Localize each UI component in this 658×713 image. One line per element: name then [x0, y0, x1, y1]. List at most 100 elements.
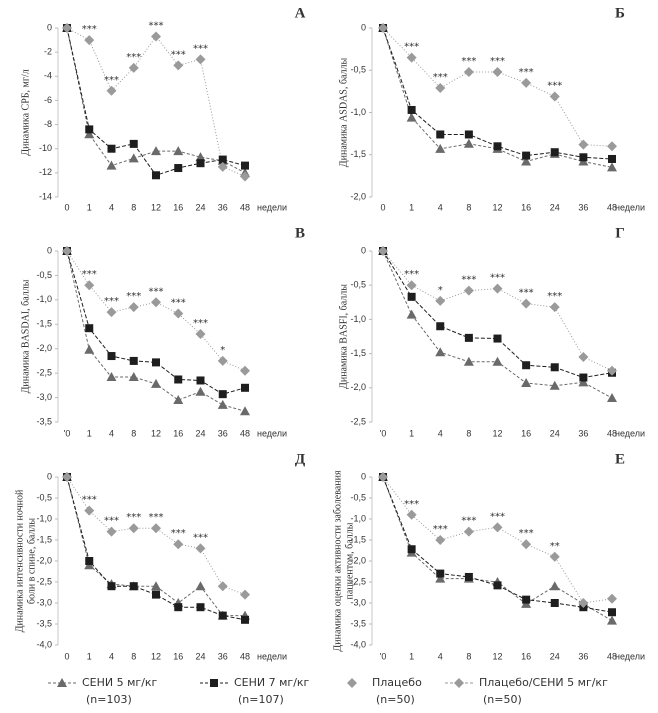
marker — [84, 35, 95, 46]
marker — [151, 523, 161, 534]
marker — [406, 112, 417, 122]
marker — [493, 581, 502, 590]
y-tick-label: 0 — [361, 245, 366, 255]
y-tick-label: -2,5 — [350, 576, 366, 586]
marker — [607, 141, 617, 152]
marker — [173, 308, 184, 319]
marker — [173, 60, 184, 71]
y-tick-label: -14 — [39, 191, 52, 201]
marker — [406, 309, 417, 319]
x-tick-label: 16 — [173, 202, 183, 212]
y-tick-label: 0 — [361, 22, 366, 32]
series-line — [66, 476, 245, 617]
marker — [493, 142, 502, 151]
marker — [378, 246, 388, 256]
x-tick-label: 1 — [87, 651, 92, 661]
y-axis-label: Динамика BASDAI, баллы — [20, 279, 31, 393]
marker — [463, 356, 474, 366]
marker — [210, 679, 218, 687]
marker — [406, 509, 417, 520]
significance: *** — [82, 24, 97, 35]
marker — [240, 171, 250, 182]
significance: *** — [104, 516, 119, 527]
marker — [435, 295, 446, 306]
marker — [492, 283, 503, 294]
marker — [521, 298, 532, 309]
x-tick-label: 0 — [64, 202, 69, 212]
significance: *** — [193, 318, 208, 329]
x-tick-label: 16 — [173, 651, 183, 661]
x-tick-label: 12 — [492, 651, 502, 661]
x-tick-label: 4 — [438, 202, 443, 212]
y-tick-label: -2,0 — [36, 555, 52, 565]
marker — [463, 526, 474, 537]
series-line — [382, 27, 613, 168]
significance: *** — [547, 80, 562, 91]
y-tick-label: -1,5 — [350, 149, 366, 159]
series-line — [382, 250, 613, 379]
significance: *** — [490, 273, 505, 284]
x-axis-label: недели — [615, 202, 645, 212]
panel-title: В — [295, 225, 305, 241]
y-tick-label: -3,5 — [350, 618, 366, 628]
series-line — [66, 476, 246, 621]
marker — [550, 363, 559, 372]
marker — [378, 23, 388, 33]
significance: *** — [171, 49, 186, 60]
marker — [407, 545, 416, 554]
marker — [549, 551, 560, 562]
x-tick-label: 12 — [492, 202, 502, 212]
marker — [454, 678, 464, 688]
significance: * — [220, 345, 225, 356]
significance: *** — [82, 495, 97, 506]
marker — [549, 380, 560, 390]
marker — [62, 23, 72, 33]
marker — [578, 352, 589, 363]
marker — [84, 344, 95, 354]
x-tick-label: 48 — [240, 202, 250, 212]
x-tick-label: '0 — [64, 428, 71, 438]
x-tick-label: 16 — [521, 651, 531, 661]
marker — [174, 603, 183, 612]
legend-label: СЕНИ 7 мг/кг — [234, 676, 310, 689]
marker — [195, 543, 206, 554]
marker — [217, 399, 228, 409]
marker — [218, 611, 227, 620]
x-tick-label: 8 — [466, 651, 471, 661]
x-tick-label: 0 — [64, 651, 69, 661]
y-tick-label: -1,5 — [350, 534, 366, 544]
y-tick-label: -2 — [44, 47, 52, 57]
marker — [196, 376, 205, 385]
y-axis-label: боли в спине, баллы — [26, 518, 37, 605]
y-axis-label: Динамика оценки активности заболевания — [332, 470, 343, 652]
marker — [128, 153, 139, 163]
y-tick-label: -3,0 — [36, 392, 52, 402]
marker — [107, 582, 116, 591]
marker — [106, 85, 117, 96]
marker — [151, 378, 161, 388]
marker — [218, 155, 227, 164]
marker — [240, 365, 250, 376]
marker — [129, 356, 138, 365]
x-tick-label: 1 — [87, 428, 92, 438]
significance: *** — [490, 511, 505, 522]
marker — [84, 280, 95, 291]
y-tick-label: -10 — [39, 143, 52, 153]
legend-n: (n=107) — [238, 693, 284, 706]
marker — [196, 159, 205, 168]
marker — [578, 377, 589, 387]
marker — [129, 139, 138, 148]
significance: *** — [126, 52, 141, 63]
x-tick-label: 36 — [218, 428, 228, 438]
marker — [84, 505, 95, 516]
marker — [152, 171, 160, 180]
y-tick-label: -2,5 — [36, 576, 52, 586]
marker — [579, 153, 588, 162]
marker — [521, 378, 532, 388]
x-tick-label: 1 — [87, 202, 92, 212]
marker — [174, 164, 183, 173]
marker — [128, 302, 139, 313]
panel-title: Е — [615, 451, 625, 467]
marker — [107, 352, 116, 361]
y-tick-label: -1,0 — [350, 107, 366, 117]
